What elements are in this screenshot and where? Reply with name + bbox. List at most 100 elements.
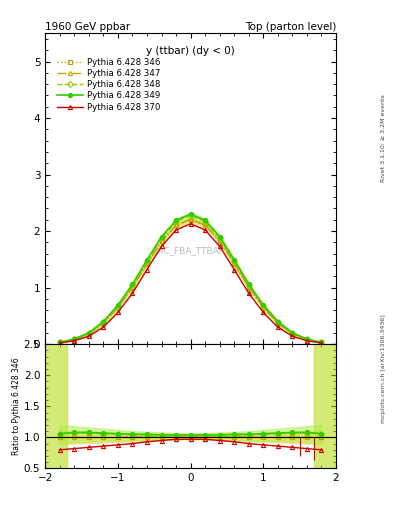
Pythia 6.428 370 xyxy=(232,266,237,272)
Pythia 6.428 346 xyxy=(290,331,295,337)
Pythia 6.428 346 xyxy=(72,336,77,343)
Pythia 6.428 346 xyxy=(305,336,309,343)
Pythia 6.428 349 xyxy=(159,233,164,240)
Pythia 6.428 349 xyxy=(203,217,208,223)
Pythia 6.428 349 xyxy=(305,336,309,342)
Pythia 6.428 370 xyxy=(203,227,208,233)
Line: Pythia 6.428 370: Pythia 6.428 370 xyxy=(58,222,323,345)
Pythia 6.428 348 xyxy=(174,219,178,225)
Pythia 6.428 348 xyxy=(116,303,120,309)
Pythia 6.428 370 xyxy=(145,266,149,272)
Pythia 6.428 347 xyxy=(145,260,149,266)
Pythia 6.428 370 xyxy=(101,324,106,330)
Pythia 6.428 347 xyxy=(116,304,120,310)
Pythia 6.428 347 xyxy=(246,284,251,290)
Pythia 6.428 347 xyxy=(232,260,237,266)
Text: (MC_FBA_TTBAR): (MC_FBA_TTBAR) xyxy=(152,246,229,255)
Pythia 6.428 346 xyxy=(116,304,120,310)
Legend: Pythia 6.428 346, Pythia 6.428 347, Pythia 6.428 348, Pythia 6.428 349, Pythia 6: Pythia 6.428 346, Pythia 6.428 347, Pyth… xyxy=(55,56,162,113)
Pythia 6.428 348 xyxy=(305,336,309,342)
Pythia 6.428 346 xyxy=(261,304,266,310)
Pythia 6.428 349 xyxy=(116,302,120,308)
Pythia 6.428 370 xyxy=(130,290,135,296)
Pythia 6.428 346 xyxy=(188,217,193,223)
Pythia 6.428 370 xyxy=(188,221,193,227)
Pythia 6.428 347 xyxy=(86,331,91,337)
Text: 1960 GeV ppbar: 1960 GeV ppbar xyxy=(45,22,130,32)
Pythia 6.428 348 xyxy=(319,339,324,346)
Pythia 6.428 370 xyxy=(319,340,324,346)
Text: Rivet 3.1.10; ≥ 3.2M events: Rivet 3.1.10; ≥ 3.2M events xyxy=(381,94,386,182)
Pythia 6.428 349 xyxy=(86,330,91,336)
Y-axis label: Ratio to Pythia 6.428 346: Ratio to Pythia 6.428 346 xyxy=(12,357,21,455)
Line: Pythia 6.428 347: Pythia 6.428 347 xyxy=(58,217,323,345)
Pythia 6.428 348 xyxy=(72,336,77,342)
Pythia 6.428 348 xyxy=(217,235,222,241)
Pythia 6.428 347 xyxy=(275,320,280,326)
Pythia 6.428 348 xyxy=(203,219,208,225)
Pythia 6.428 370 xyxy=(290,333,295,339)
Pythia 6.428 349 xyxy=(232,257,237,263)
Pythia 6.428 347 xyxy=(261,304,266,310)
Pythia 6.428 349 xyxy=(261,302,266,308)
Pythia 6.428 348 xyxy=(275,319,280,325)
Pythia 6.428 346 xyxy=(159,238,164,244)
Text: mcplots.cern.ch [arXiv:1306.3436]: mcplots.cern.ch [arXiv:1306.3436] xyxy=(381,314,386,423)
Pythia 6.428 347 xyxy=(290,331,295,337)
Pythia 6.428 370 xyxy=(72,338,77,344)
Line: Pythia 6.428 346: Pythia 6.428 346 xyxy=(58,218,323,345)
Text: Top (parton level): Top (parton level) xyxy=(244,22,336,32)
Pythia 6.428 349 xyxy=(130,281,135,287)
Pythia 6.428 346 xyxy=(174,222,178,228)
Pythia 6.428 346 xyxy=(145,261,149,267)
Pythia 6.428 349 xyxy=(319,339,324,346)
Pythia 6.428 348 xyxy=(290,330,295,336)
Pythia 6.428 347 xyxy=(319,339,324,346)
Pythia 6.428 370 xyxy=(275,324,280,330)
Line: Pythia 6.428 349: Pythia 6.428 349 xyxy=(58,212,323,345)
Pythia 6.428 346 xyxy=(275,320,280,326)
Pythia 6.428 370 xyxy=(86,333,91,339)
Pythia 6.428 348 xyxy=(188,213,193,219)
Pythia 6.428 347 xyxy=(203,222,208,228)
Pythia 6.428 349 xyxy=(188,211,193,217)
Pythia 6.428 349 xyxy=(57,339,62,346)
Pythia 6.428 370 xyxy=(217,243,222,249)
Line: Pythia 6.428 348: Pythia 6.428 348 xyxy=(58,214,323,345)
Pythia 6.428 348 xyxy=(57,339,62,346)
Pythia 6.428 347 xyxy=(72,336,77,343)
Pythia 6.428 349 xyxy=(217,233,222,240)
Pythia 6.428 348 xyxy=(101,319,106,325)
Pythia 6.428 370 xyxy=(174,227,178,233)
Pythia 6.428 346 xyxy=(101,320,106,326)
Pythia 6.428 347 xyxy=(159,238,164,244)
Pythia 6.428 346 xyxy=(232,261,237,267)
Pythia 6.428 349 xyxy=(275,318,280,325)
Pythia 6.428 347 xyxy=(305,336,309,343)
Pythia 6.428 347 xyxy=(217,238,222,244)
Pythia 6.428 348 xyxy=(246,282,251,288)
Pythia 6.428 370 xyxy=(261,309,266,315)
Pythia 6.428 346 xyxy=(130,285,135,291)
Pythia 6.428 346 xyxy=(86,331,91,337)
Pythia 6.428 346 xyxy=(319,339,324,346)
Pythia 6.428 370 xyxy=(57,340,62,346)
Pythia 6.428 348 xyxy=(261,303,266,309)
Pythia 6.428 347 xyxy=(130,284,135,290)
Pythia 6.428 346 xyxy=(246,285,251,291)
Pythia 6.428 347 xyxy=(101,320,106,326)
Pythia 6.428 346 xyxy=(203,222,208,228)
Text: y (ttbar) (dy < 0): y (ttbar) (dy < 0) xyxy=(146,46,235,56)
Pythia 6.428 347 xyxy=(174,222,178,228)
Pythia 6.428 346 xyxy=(57,339,62,346)
Pythia 6.428 349 xyxy=(72,336,77,342)
Pythia 6.428 346 xyxy=(217,238,222,244)
Pythia 6.428 348 xyxy=(86,330,91,336)
Pythia 6.428 370 xyxy=(246,290,251,296)
Pythia 6.428 370 xyxy=(116,309,120,315)
Pythia 6.428 348 xyxy=(130,282,135,288)
Pythia 6.428 348 xyxy=(232,258,237,264)
Pythia 6.428 349 xyxy=(145,257,149,263)
Pythia 6.428 349 xyxy=(290,330,295,336)
Pythia 6.428 349 xyxy=(101,318,106,325)
